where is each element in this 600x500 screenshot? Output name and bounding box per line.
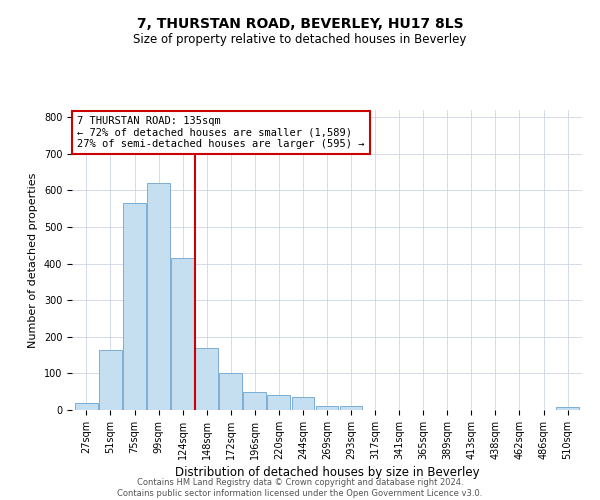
Bar [195, 348, 218, 410]
Bar [147, 183, 170, 410]
Bar [292, 397, 314, 410]
Bar [316, 406, 338, 410]
Bar [171, 258, 194, 410]
Bar [244, 392, 266, 410]
Bar [556, 407, 579, 410]
Bar [75, 402, 98, 410]
X-axis label: Distribution of detached houses by size in Beverley: Distribution of detached houses by size … [175, 466, 479, 479]
Text: 7 THURSTAN ROAD: 135sqm
← 72% of detached houses are smaller (1,589)
27% of semi: 7 THURSTAN ROAD: 135sqm ← 72% of detache… [77, 116, 365, 149]
Text: Size of property relative to detached houses in Beverley: Size of property relative to detached ho… [133, 32, 467, 46]
Bar [99, 350, 122, 410]
Bar [220, 374, 242, 410]
Text: 7, THURSTAN ROAD, BEVERLEY, HU17 8LS: 7, THURSTAN ROAD, BEVERLEY, HU17 8LS [137, 18, 463, 32]
Bar [123, 204, 146, 410]
Bar [268, 396, 290, 410]
Y-axis label: Number of detached properties: Number of detached properties [28, 172, 38, 348]
Bar [340, 406, 362, 410]
Text: Contains HM Land Registry data © Crown copyright and database right 2024.
Contai: Contains HM Land Registry data © Crown c… [118, 478, 482, 498]
